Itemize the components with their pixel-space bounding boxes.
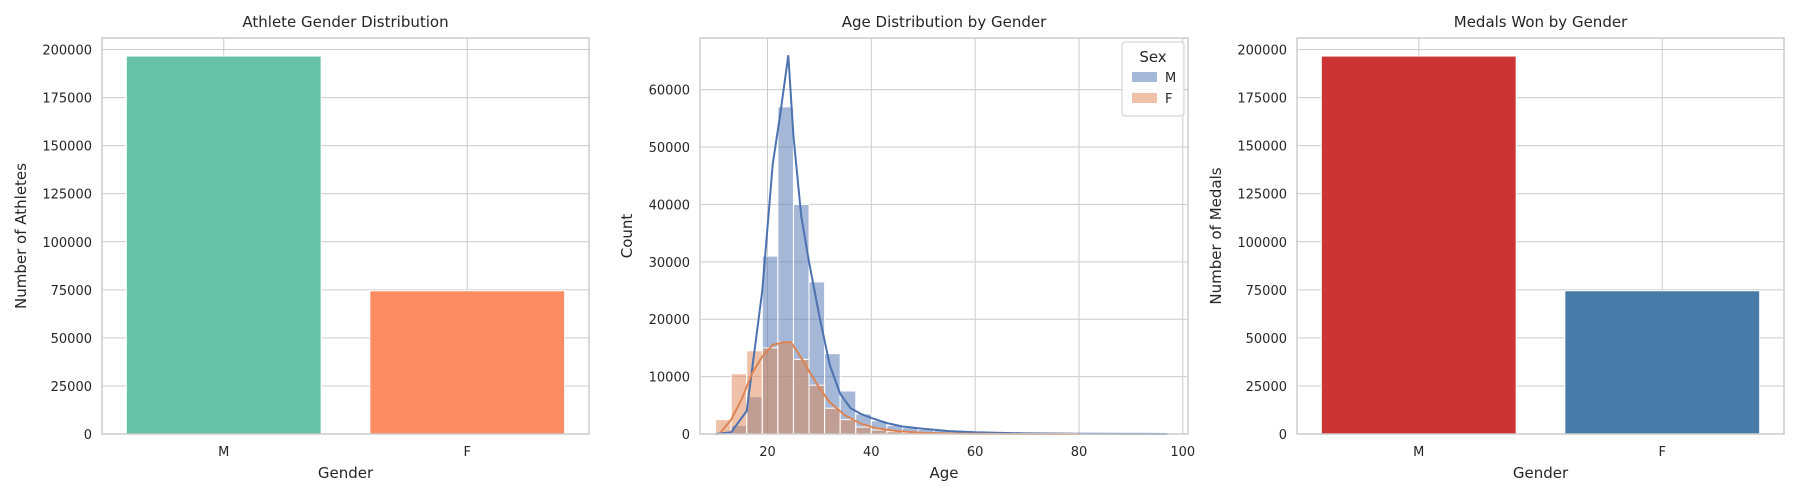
y-tick-label: 60000 xyxy=(649,84,690,99)
y-tick-label: 75000 xyxy=(51,284,92,299)
y-tick-label: 0 xyxy=(682,428,690,443)
chart-panel-2: 0 10000 20000 30000 40000 50000 60000 20 40 60 80 1… xyxy=(618,13,1195,482)
x-axis-label: Age xyxy=(929,464,958,482)
y-tick-label: 50000 xyxy=(51,332,92,347)
legend: Sex MF xyxy=(1121,41,1185,117)
bar-F xyxy=(1564,290,1761,435)
x-axis-label: Gender xyxy=(1513,464,1569,482)
y-tick-label: 50000 xyxy=(1246,332,1287,347)
y-tick-label: 0 xyxy=(84,428,92,443)
legend-label-M: M xyxy=(1165,71,1176,86)
y-tick-label: 30000 xyxy=(649,256,690,271)
y-tick-label: 150000 xyxy=(42,140,92,155)
chart-title: Medals Won by Gender xyxy=(1454,13,1628,31)
y-tick-label: 50000 xyxy=(649,141,690,156)
y-tick-label: 200000 xyxy=(1237,44,1287,59)
y-tick-label: 175000 xyxy=(42,92,92,107)
hist-bar-F xyxy=(855,426,872,435)
y-tick-label: 20000 xyxy=(649,313,690,328)
legend-swatch-M xyxy=(1132,72,1157,82)
chart-panel-1: 0 25000 50000 75000 100000 125000 150000 175000… xyxy=(12,13,590,482)
legend-label-F: F xyxy=(1165,92,1172,107)
x-tick-label: 100 xyxy=(1170,445,1195,460)
y-tick-label: 100000 xyxy=(1237,236,1287,251)
y-tick-label: 25000 xyxy=(51,380,92,395)
axes-frame xyxy=(101,37,590,435)
axes-frame xyxy=(1296,37,1785,435)
x-tick-label: M xyxy=(218,445,229,460)
chart-title: Athlete Gender Distribution xyxy=(242,13,448,31)
y-tick-label: 10000 xyxy=(649,371,690,386)
x-tick-label: 60 xyxy=(967,445,984,460)
y-tick-label: 150000 xyxy=(1237,140,1287,155)
x-tick-label: 20 xyxy=(759,445,776,460)
y-tick-label: 200000 xyxy=(42,44,92,59)
y-tick-label: 125000 xyxy=(42,188,92,203)
bar-F xyxy=(369,290,566,435)
hist-bar-F xyxy=(792,358,810,435)
hist-bar-F xyxy=(761,347,779,435)
x-tick-label: F xyxy=(1659,445,1666,460)
legend-title: Sex xyxy=(1139,48,1166,66)
bar-M xyxy=(1320,55,1517,435)
x-tick-label: 80 xyxy=(1071,445,1088,460)
chart-title: Age Distribution by Gender xyxy=(842,13,1047,31)
y-tick-label: 25000 xyxy=(1246,380,1287,395)
x-tick-label: M xyxy=(1413,445,1424,460)
y-tick-label: 175000 xyxy=(1237,92,1287,107)
axes-frame xyxy=(699,37,1189,435)
hist-bar-F xyxy=(824,407,841,435)
hist-bar-F xyxy=(839,419,857,435)
kde-line-M xyxy=(715,55,1168,435)
legend-swatch-F xyxy=(1132,93,1157,103)
x-tick-label: 40 xyxy=(863,445,880,460)
hist-bar-F xyxy=(777,341,794,435)
x-tick-label: F xyxy=(464,445,471,460)
y-tick-label: 0 xyxy=(1279,428,1287,443)
y-tick-label: 100000 xyxy=(42,236,92,251)
y-tick-label: 125000 xyxy=(1237,188,1287,203)
y-tick-label: 40000 xyxy=(649,198,690,213)
y-axis-label: Number of Medals xyxy=(1207,167,1225,304)
bar-M xyxy=(125,55,322,435)
y-axis-label: Number of Athletes xyxy=(12,163,30,309)
chart-panel-3: 0 25000 50000 75000 100000 125000 150000 175000… xyxy=(1207,13,1785,482)
y-axis-label: Count xyxy=(618,214,636,259)
x-axis-label: Gender xyxy=(318,464,374,482)
y-tick-label: 75000 xyxy=(1246,284,1287,299)
